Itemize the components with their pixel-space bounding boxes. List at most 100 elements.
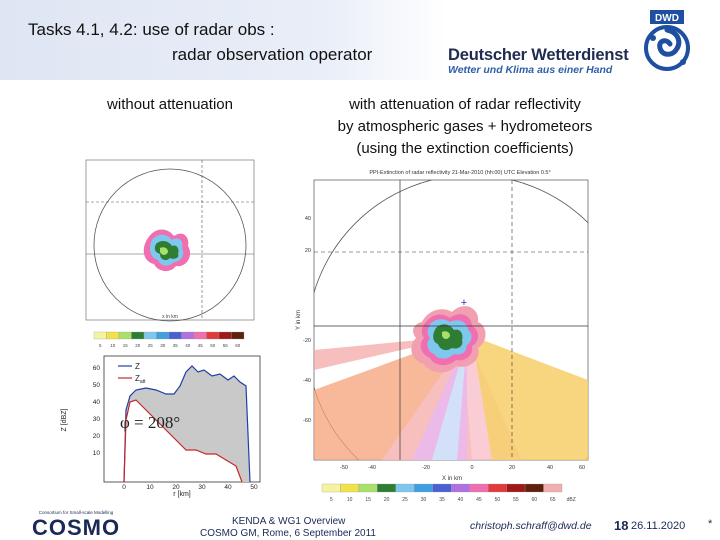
left-panel-label: without attenuation xyxy=(107,96,233,113)
svg-text:x in km: x in km xyxy=(162,314,178,320)
right-ppi-x-tick-label: 20 xyxy=(509,465,515,471)
right-colorbar-tick-label: 10 xyxy=(347,497,353,503)
profile-y-tick-label: 20 xyxy=(93,433,101,440)
right-colorbar-tick-label: 30 xyxy=(421,497,427,503)
footer-event-line1: KENDA & WG1 Overview xyxy=(232,516,346,527)
right-colorbar-swatch xyxy=(321,483,341,493)
right-ppi-x-tick-label: -40 xyxy=(368,465,376,471)
right-colorbar-tick-label: 5 xyxy=(330,497,333,503)
profile-legend-zatt: Zatt xyxy=(135,374,146,385)
profile-x-label: r [km] xyxy=(173,491,191,498)
profile-y-tick-label: 50 xyxy=(93,382,101,389)
profile-x-tick-label: 50 xyxy=(250,484,258,491)
right-colorbar-tick-label: 55 xyxy=(513,497,519,503)
right-colorbar-swatch xyxy=(340,483,360,493)
right-ppi-x-tick-label: 0 xyxy=(470,465,473,471)
profile-legend-z: Z xyxy=(135,362,140,371)
right-colorbar-swatch xyxy=(488,483,507,493)
left-colorbar-swatch xyxy=(168,331,182,340)
right-ppi-y-tick-label: -60 xyxy=(303,418,311,424)
left-colorbar-tick-label: 35 xyxy=(173,343,179,348)
profile-x-tick-label: 0 xyxy=(122,484,126,491)
left-colorbar-swatch xyxy=(106,331,120,340)
right-colorbar-tick-label: 25 xyxy=(402,497,408,503)
right-ppi-y-tick-label: 40 xyxy=(305,216,311,222)
right-colorbar-swatch xyxy=(451,483,470,493)
right-colorbar-swatch xyxy=(395,483,415,493)
left-colorbar-tick-label: 10 xyxy=(110,343,116,348)
right-ppi-x-tick-label: -20 xyxy=(422,465,430,471)
left-colorbar-tick-label: 30 xyxy=(160,343,166,348)
profile-x-tick-label: 40 xyxy=(224,484,232,491)
right-ppi-plot: PPI-Extinction of radar reflectivity 21-… xyxy=(296,170,589,482)
right-ppi-y-tick-label: -20 xyxy=(303,338,311,344)
profile-y-label: Z [dBZ] xyxy=(61,408,68,431)
cosmo-logo-icon: Consortium for Small-scale Modelling COS… xyxy=(32,510,120,538)
cosmo-logo-text: COSMO xyxy=(32,515,120,538)
right-colorbar-swatch xyxy=(543,483,563,493)
right-ppi-x-tick-label: -50 xyxy=(340,465,348,471)
left-colorbar-swatch xyxy=(218,331,232,340)
left-colorbar-tick-label: 45 xyxy=(198,343,204,348)
left-colorbar-tick-label: 15 xyxy=(123,343,129,348)
right-colorbar-swatch xyxy=(469,483,489,493)
profile-x-tick-label: 30 xyxy=(198,484,206,491)
right-ppi-y-tick-label: -40 xyxy=(303,378,311,384)
dwd-logo-icon: DWD xyxy=(644,10,690,71)
right-colorbar-tick-label: 50 xyxy=(495,497,501,503)
right-colorbar-tick-label: 60 xyxy=(532,497,538,503)
right-colorbar: 5 10 15 20 25 30 35 40 45 50 55 60 65 dBZ xyxy=(321,483,576,503)
left-colorbar-swatch xyxy=(156,331,170,340)
radar-site-marker-icon: + xyxy=(461,297,467,309)
slide-title-line1: Tasks 4.1, 4.2: use of radar obs : xyxy=(28,20,275,39)
right-colorbar-tick-label: dBZ xyxy=(567,497,576,503)
right-ppi-x-label: X in km xyxy=(442,476,462,482)
left-colorbar-swatch xyxy=(181,331,195,340)
profile-plot: Z Zatt φ = 208° r [km] Z [dBZ] 60 50 40 30 2… xyxy=(61,355,261,498)
dwd-logo-text: DWD xyxy=(655,13,679,24)
left-colorbar-tick-label: 40 xyxy=(185,343,191,348)
right-ppi-y-tick-label: 20 xyxy=(305,248,311,254)
left-colorbar: 5 10 15 20 25 30 35 40 45 50 55 60 xyxy=(93,331,245,348)
right-colorbar-swatch xyxy=(506,483,526,493)
right-colorbar-tick-label: 40 xyxy=(458,497,464,503)
right-colorbar-tick-label: 65 xyxy=(550,497,556,503)
left-colorbar-tick-label: 60 xyxy=(235,343,241,348)
right-panel-label-line1: with attenuation of radar reflectivity xyxy=(349,96,581,113)
footer-star: * xyxy=(708,518,713,530)
org-name: Deutscher Wetterdienst xyxy=(448,46,629,64)
left-colorbar-tick-label: 50 xyxy=(210,343,216,348)
left-colorbar-tick-label: 25 xyxy=(148,343,154,348)
left-colorbar-tick-label: 55 xyxy=(223,343,229,348)
left-colorbar-swatch xyxy=(93,331,107,340)
profile-y-tick-label: 30 xyxy=(93,416,101,423)
footer-event-line2: COSMO GM, Rome, 6 September 2011 xyxy=(200,528,376,539)
left-colorbar-swatch xyxy=(143,331,157,340)
profile-x-tick-label: 20 xyxy=(172,484,180,491)
left-colorbar-swatch xyxy=(206,331,220,340)
right-colorbar-tick-label: 35 xyxy=(439,497,445,503)
cosmo-caption: Consortium for Small-scale Modelling xyxy=(39,510,114,515)
right-colorbar-swatch xyxy=(524,483,544,493)
profile-y-tick-label: 60 xyxy=(93,365,101,372)
slide-title-line2: radar observation operator xyxy=(172,45,373,64)
right-panel-label-line3: (using the extinction coefficients) xyxy=(356,140,574,157)
footer-email[interactable]: christoph.schraff@dwd.de xyxy=(470,520,592,532)
right-ppi-title: PPI-Extinction of radar reflectivity 21-… xyxy=(369,170,550,176)
right-colorbar-tick-label: 15 xyxy=(365,497,371,503)
profile-x-tick-label: 10 xyxy=(146,484,154,491)
footer-date: 26.11.2020 xyxy=(631,520,686,532)
left-colorbar-swatch xyxy=(118,331,132,340)
profile-phi-annotation: φ = 208° xyxy=(120,413,180,432)
right-colorbar-tick-label: 20 xyxy=(384,497,390,503)
left-ppi-plot: x in km xyxy=(85,159,255,322)
left-colorbar-tick-label: 20 xyxy=(135,343,141,348)
right-ppi-x-tick-label: 60 xyxy=(579,465,585,471)
right-colorbar-swatch xyxy=(377,483,396,493)
right-colorbar-tick-label: 45 xyxy=(476,497,482,503)
slide-header xyxy=(0,0,720,80)
left-colorbar-swatch xyxy=(231,331,245,340)
right-colorbar-swatch xyxy=(358,483,378,493)
profile-y-tick-label: 40 xyxy=(93,399,101,406)
right-colorbar-swatch xyxy=(432,483,452,493)
